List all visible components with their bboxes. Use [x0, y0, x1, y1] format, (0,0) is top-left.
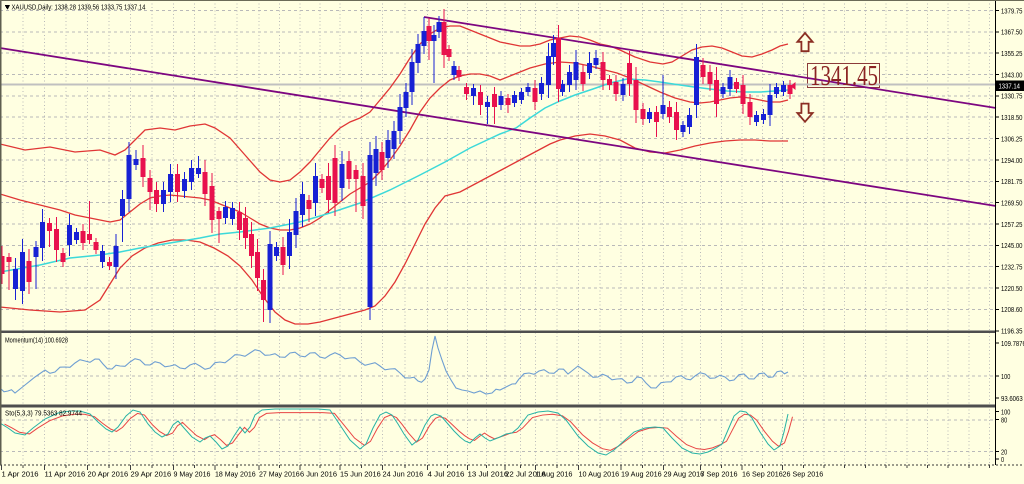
- svg-text:15 Jun 2016: 15 Jun 2016: [340, 469, 381, 478]
- svg-text:1232.75: 1232.75: [1001, 263, 1023, 272]
- svg-text:93.6063: 93.6063: [1001, 394, 1023, 403]
- svg-text:1208.60: 1208.60: [1001, 305, 1023, 314]
- svg-text:1220.50: 1220.50: [1001, 284, 1023, 293]
- svg-text:1337.14: 1337.14: [999, 82, 1021, 91]
- svg-text:1196.35: 1196.35: [1001, 327, 1023, 336]
- svg-text:1257.25: 1257.25: [1001, 220, 1023, 229]
- svg-text:1318.50: 1318.50: [1001, 113, 1023, 122]
- svg-text:24 Jun 2016: 24 Jun 2016: [383, 469, 424, 478]
- svg-text:1330.75: 1330.75: [1001, 92, 1023, 101]
- svg-text:1343.00: 1343.00: [1001, 70, 1023, 79]
- svg-text:1281.75: 1281.75: [1001, 177, 1023, 186]
- svg-text:29 Apr 2016: 29 Apr 2016: [131, 469, 172, 478]
- svg-text:10 Aug 2016: 10 Aug 2016: [579, 469, 620, 478]
- svg-text:9 May 2016: 9 May 2016: [174, 469, 211, 478]
- svg-text:1294.00: 1294.00: [1001, 156, 1023, 165]
- svg-text:26 Sep 2016: 26 Sep 2016: [783, 469, 824, 478]
- svg-text:1341.45: 1341.45: [810, 61, 878, 92]
- svg-text:7 Sep 2016: 7 Sep 2016: [701, 469, 738, 478]
- svg-text:20 Apr 2016: 20 Apr 2016: [88, 469, 129, 478]
- svg-text:1 Aug 2016: 1 Aug 2016: [536, 469, 573, 478]
- svg-text:1245.00: 1245.00: [1001, 241, 1023, 250]
- svg-text:4 Jul 2016: 4 Jul 2016: [428, 469, 465, 478]
- svg-text:1269.50: 1269.50: [1001, 199, 1023, 208]
- svg-text:Sto(5,3,3) 79.5363 82.9744: Sto(5,3,3) 79.5363 82.9744: [5, 409, 82, 418]
- svg-text:1306.25: 1306.25: [1001, 134, 1023, 143]
- svg-text:80: 80: [1001, 416, 1007, 425]
- svg-text:18 May 2016: 18 May 2016: [215, 469, 256, 478]
- svg-text:13 Jul 2016: 13 Jul 2016: [468, 469, 509, 478]
- svg-text:100: 100: [1001, 407, 1010, 416]
- svg-text:6 Jun 2016: 6 Jun 2016: [300, 469, 337, 478]
- svg-text:22 Jul 2016: 22 Jul 2016: [505, 469, 546, 478]
- svg-text:0: 0: [1001, 455, 1004, 464]
- svg-text:1 Apr 2016: 1 Apr 2016: [2, 469, 39, 478]
- svg-text:11 Apr 2016: 11 Apr 2016: [45, 469, 86, 478]
- svg-text:Momentum(14) 100.6928: Momentum(14) 100.6928: [5, 336, 68, 345]
- svg-text:27 May 2016: 27 May 2016: [259, 469, 300, 478]
- svg-text:16 Sep 2016: 16 Sep 2016: [742, 469, 783, 478]
- svg-text:29 Aug 2016: 29 Aug 2016: [664, 469, 705, 478]
- svg-text:1379.75: 1379.75: [1001, 6, 1023, 15]
- svg-text:XAUUSD,Daily: 1338.28 1339.56: XAUUSD,Daily: 1338.28 1339.56 1333.75 13…: [12, 3, 146, 12]
- svg-text:100: 100: [1001, 372, 1010, 381]
- svg-text:20: 20: [1001, 447, 1007, 456]
- svg-text:1355.25: 1355.25: [1001, 49, 1023, 58]
- svg-text:109.7876: 109.7876: [1001, 339, 1024, 348]
- svg-text:19 Aug 2016: 19 Aug 2016: [621, 469, 662, 478]
- svg-text:1367.50: 1367.50: [1001, 28, 1023, 37]
